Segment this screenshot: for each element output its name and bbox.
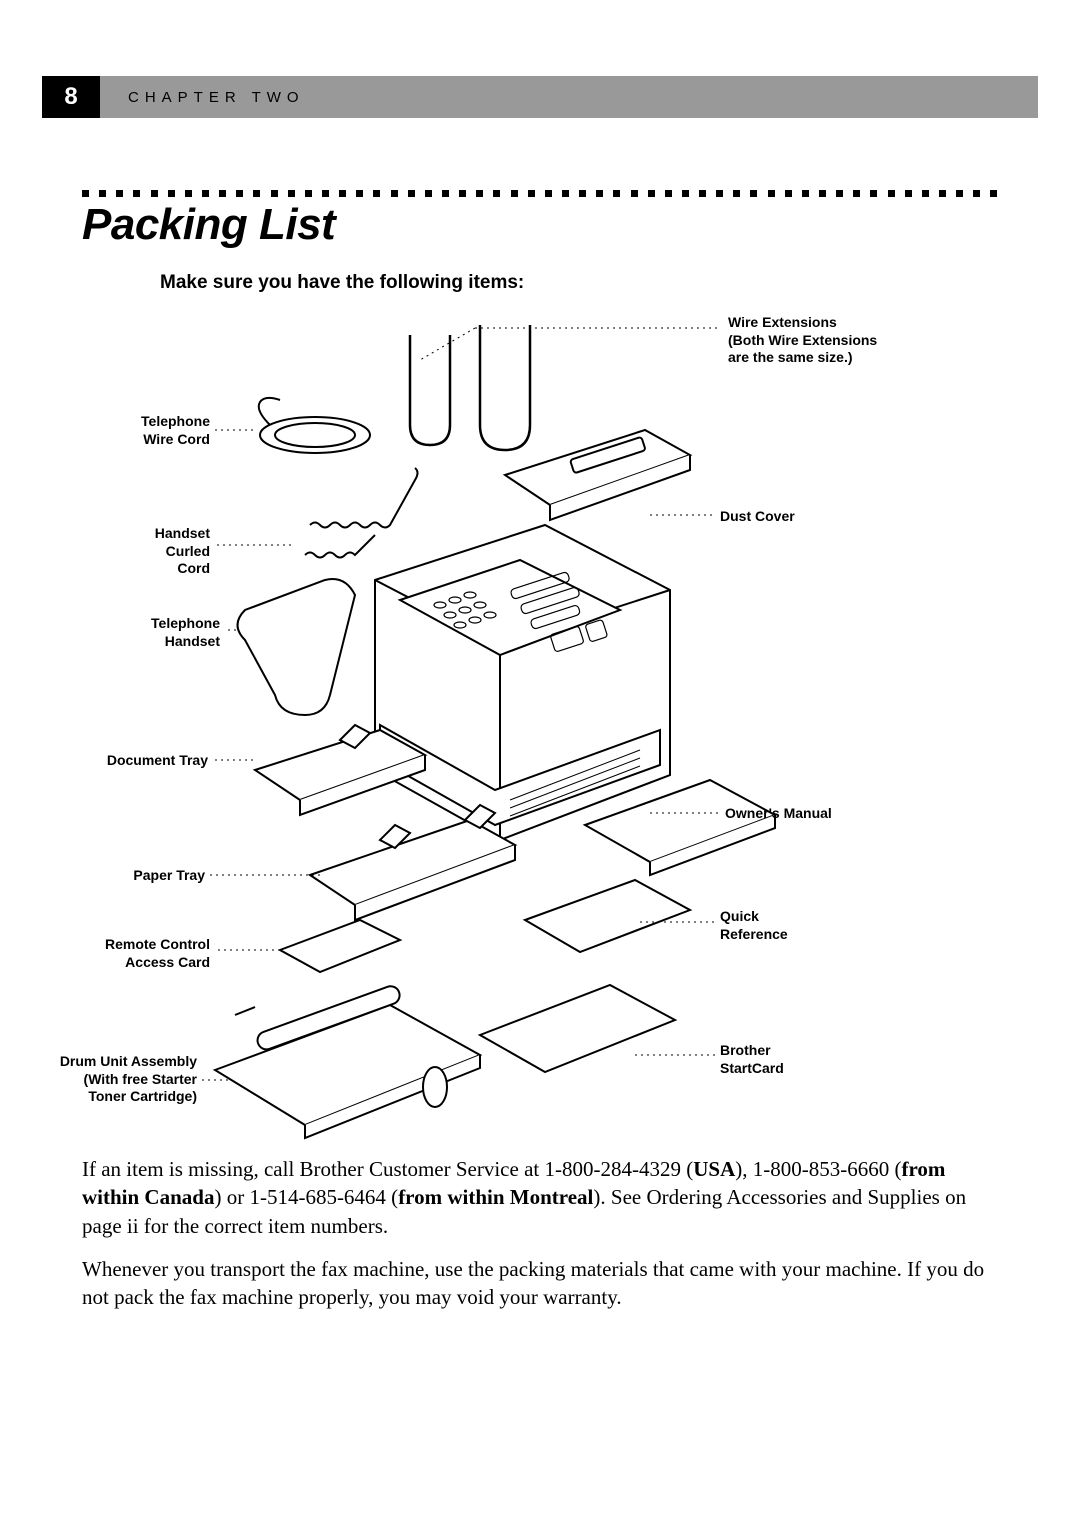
body-text-bold: USA xyxy=(693,1157,735,1181)
chapter-label: CHAPTER TWO xyxy=(128,89,305,106)
subtitle: Make sure you have the following items: xyxy=(160,272,524,294)
body-paragraph-2: Whenever you transport the fax machine, … xyxy=(82,1255,998,1312)
callout-text: Telephone xyxy=(151,615,220,631)
callout-text: Brother xyxy=(720,1042,771,1058)
callout-text: Handset xyxy=(165,633,220,649)
callout-text: Dust Cover xyxy=(720,508,795,524)
callout-text: Owner's Manual xyxy=(725,805,832,821)
callout-text: Access Card xyxy=(125,954,210,970)
callout-text: Paper Tray xyxy=(133,867,205,883)
callout-remote-control-access-card: Remote Control Access Card xyxy=(80,936,210,971)
callout-telephone-handset: Telephone Handset xyxy=(115,615,220,650)
callout-telephone-wire-cord: Telephone Wire Cord xyxy=(105,413,210,448)
callout-text: Wire Extensions xyxy=(728,314,837,330)
body-paragraph-1: If an item is missing, call Brother Cust… xyxy=(82,1155,998,1240)
packing-diagram: Wire Extensions (Both Wire Extensions ar… xyxy=(80,300,1000,1140)
callout-document-tray: Document Tray xyxy=(80,752,208,770)
callout-drum-unit-assembly: Drum Unit Assembly (With free Starter To… xyxy=(50,1053,197,1106)
callout-text: Wire Cord xyxy=(143,431,210,447)
callout-text: Document Tray xyxy=(107,752,208,768)
callout-text: are the same size.) xyxy=(728,349,853,365)
callout-paper-tray: Paper Tray xyxy=(110,867,205,885)
callout-text: Remote Control xyxy=(105,936,210,952)
callout-owners-manual: Owner's Manual xyxy=(725,805,832,823)
callout-handset-curled-cord: Handset Curled Cord xyxy=(115,525,210,578)
callout-text: Handset xyxy=(155,525,210,541)
callout-text: Cord xyxy=(177,560,210,576)
callout-text: Toner Cartridge) xyxy=(88,1088,197,1104)
callout-text: Quick xyxy=(720,908,759,924)
body-text-run: Whenever you transport the fax machine, … xyxy=(82,1257,984,1309)
callout-text: Drum Unit Assembly xyxy=(60,1053,197,1069)
callout-text: (Both Wire Extensions xyxy=(728,332,877,348)
callout-text: Telephone xyxy=(141,413,210,429)
callout-quick-reference: Quick Reference xyxy=(720,908,788,943)
body-text-run: ) or 1-514-685-6464 ( xyxy=(214,1185,398,1209)
dotted-rule xyxy=(82,190,998,198)
body-text-run: ), 1-800-853-6660 ( xyxy=(735,1157,901,1181)
chapter-header: 8 CHAPTER TWO xyxy=(42,76,1038,118)
callout-text: Reference xyxy=(720,926,788,942)
body-text-bold: from within Montreal xyxy=(398,1185,593,1209)
body-text-run: If an item is missing, call Brother Cust… xyxy=(82,1157,693,1181)
callout-dust-cover: Dust Cover xyxy=(720,508,795,526)
page-number: 8 xyxy=(42,76,100,118)
callout-brother-startcard: Brother StartCard xyxy=(720,1042,784,1077)
callout-text: Curled xyxy=(166,543,210,559)
page-title: Packing List xyxy=(82,200,335,250)
diagram-illustration xyxy=(80,300,1000,1140)
callout-wire-extensions: Wire Extensions (Both Wire Extensions ar… xyxy=(728,314,877,367)
callout-text: StartCard xyxy=(720,1060,784,1076)
callout-text: (With free Starter xyxy=(84,1071,197,1087)
